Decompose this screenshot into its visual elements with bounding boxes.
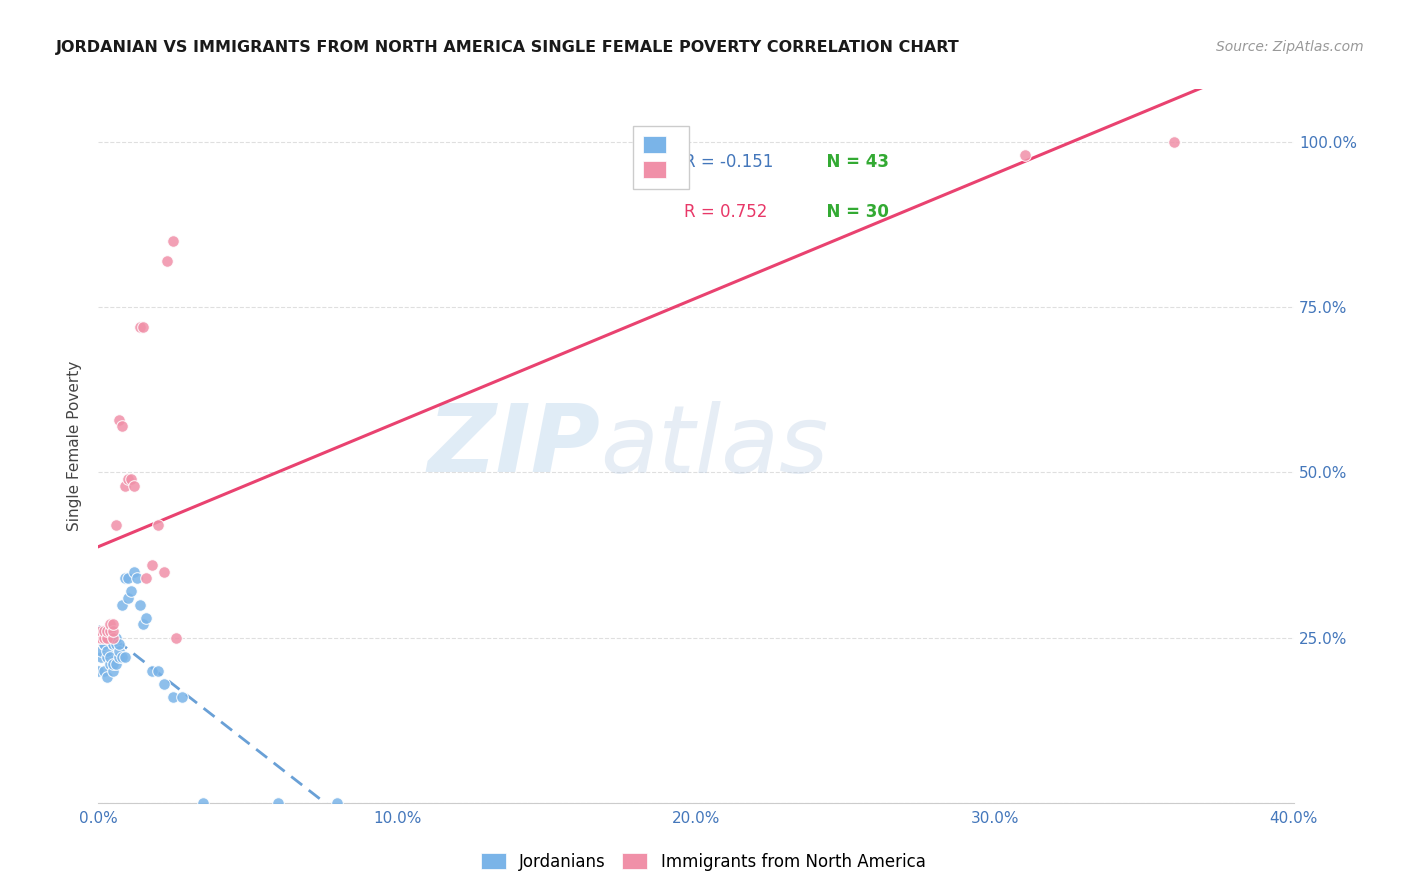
- Point: [129, 320, 152, 334]
- Point: [96, 624, 118, 638]
- Point: [111, 419, 134, 434]
- Point: [93, 637, 115, 651]
- Point: [93, 624, 115, 638]
- Point: [114, 571, 136, 585]
- Point: [100, 657, 122, 671]
- Point: [191, 796, 214, 810]
- Text: Source: ZipAtlas.com: Source: ZipAtlas.com: [1216, 40, 1364, 54]
- Point: [108, 650, 131, 665]
- Text: ZIP: ZIP: [427, 400, 600, 492]
- Point: [103, 664, 125, 678]
- Point: [120, 584, 142, 599]
- Point: [103, 624, 125, 638]
- Point: [87, 664, 110, 678]
- Point: [267, 796, 290, 810]
- Point: [90, 631, 112, 645]
- Point: [117, 591, 139, 605]
- Text: R = -0.151: R = -0.151: [685, 153, 773, 171]
- Point: [93, 631, 115, 645]
- Point: [153, 677, 176, 691]
- Point: [114, 650, 136, 665]
- Point: [108, 637, 131, 651]
- Point: [96, 631, 118, 645]
- Point: [90, 624, 112, 638]
- Point: [127, 571, 149, 585]
- Point: [87, 631, 110, 645]
- Text: JORDANIAN VS IMMIGRANTS FROM NORTH AMERICA SINGLE FEMALE POVERTY CORRELATION CHA: JORDANIAN VS IMMIGRANTS FROM NORTH AMERI…: [56, 40, 960, 55]
- Point: [105, 518, 128, 533]
- Point: [129, 598, 152, 612]
- Point: [120, 472, 142, 486]
- Legend: , : ,: [633, 126, 689, 189]
- Text: N = 30: N = 30: [815, 203, 890, 221]
- Point: [156, 254, 179, 268]
- Point: [117, 571, 139, 585]
- Point: [90, 644, 112, 658]
- Point: [90, 650, 112, 665]
- Point: [105, 637, 128, 651]
- Point: [96, 650, 118, 665]
- Point: [1014, 148, 1036, 162]
- Text: N = 43: N = 43: [815, 153, 890, 171]
- Point: [100, 624, 122, 638]
- Point: [105, 657, 128, 671]
- Point: [148, 518, 170, 533]
- Point: [96, 631, 118, 645]
- Point: [114, 478, 136, 492]
- Point: [100, 617, 122, 632]
- Point: [103, 631, 125, 645]
- Point: [326, 796, 349, 810]
- Point: [108, 412, 131, 426]
- Point: [117, 472, 139, 486]
- Text: atlas: atlas: [600, 401, 828, 491]
- Point: [100, 624, 122, 638]
- Point: [96, 644, 118, 658]
- Point: [108, 644, 131, 658]
- Point: [162, 690, 184, 704]
- Legend: Jordanians, Immigrants from North America: Jordanians, Immigrants from North Americ…: [472, 845, 934, 880]
- Point: [96, 670, 118, 684]
- Point: [100, 650, 122, 665]
- Point: [141, 558, 163, 572]
- Y-axis label: Single Female Poverty: Single Female Poverty: [67, 361, 83, 531]
- Point: [165, 631, 187, 645]
- Point: [103, 637, 125, 651]
- Point: [162, 234, 184, 248]
- Point: [93, 664, 115, 678]
- Point: [93, 637, 115, 651]
- Point: [111, 650, 134, 665]
- Point: [1163, 135, 1185, 149]
- Point: [153, 565, 176, 579]
- Point: [132, 617, 155, 632]
- Point: [135, 611, 157, 625]
- Point: [132, 320, 155, 334]
- Point: [111, 598, 134, 612]
- Point: [135, 571, 157, 585]
- Point: [103, 657, 125, 671]
- Point: [141, 664, 163, 678]
- Point: [172, 690, 194, 704]
- Text: R = 0.752: R = 0.752: [685, 203, 768, 221]
- Point: [124, 478, 146, 492]
- Point: [124, 565, 146, 579]
- Point: [105, 631, 128, 645]
- Point: [148, 664, 170, 678]
- Point: [103, 617, 125, 632]
- Point: [103, 637, 125, 651]
